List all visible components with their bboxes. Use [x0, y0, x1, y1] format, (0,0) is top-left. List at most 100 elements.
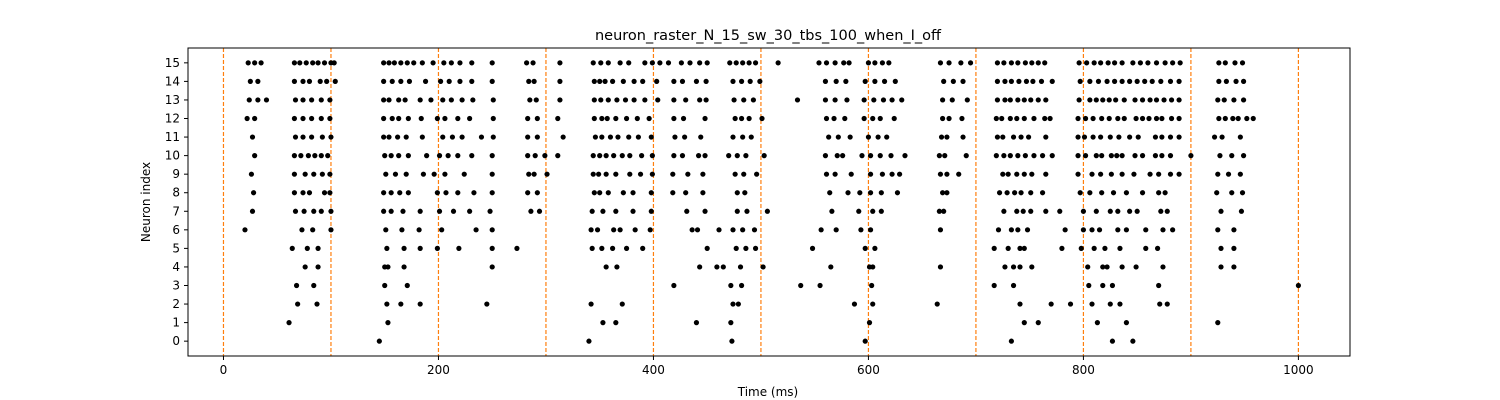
spike-point: [870, 301, 876, 307]
spike-point: [1215, 97, 1221, 103]
spike-point: [490, 134, 496, 140]
spike-point: [1087, 190, 1093, 196]
spike-point: [448, 97, 454, 103]
spike-point: [1237, 171, 1243, 177]
spike-point: [319, 171, 325, 177]
spike-point: [1110, 190, 1117, 196]
spike-point: [597, 190, 603, 196]
spike-point: [441, 60, 447, 66]
spike-point: [1156, 190, 1162, 196]
spike-point: [555, 115, 561, 122]
spike-point: [450, 208, 457, 214]
spike-point: [1295, 282, 1302, 289]
spike-point: [704, 60, 710, 66]
spike-point: [1219, 134, 1225, 140]
spike-point: [525, 190, 531, 196]
spike-point: [740, 227, 746, 233]
spike-point: [420, 171, 427, 177]
spike-point: [395, 134, 401, 140]
spike-point: [490, 97, 496, 103]
spike-point: [533, 97, 539, 103]
spike-point: [588, 301, 594, 307]
spike-point: [613, 208, 619, 214]
spike-point: [321, 190, 328, 196]
spike-point: [417, 97, 423, 103]
spike-point: [744, 208, 750, 214]
spike-point: [1014, 208, 1020, 214]
spike-point: [867, 153, 874, 159]
spike-point: [434, 190, 440, 196]
spike-point: [1162, 60, 1168, 66]
spike-point: [862, 245, 868, 251]
spike-point: [614, 97, 620, 103]
spike-point: [247, 78, 253, 84]
spike-point: [735, 301, 741, 307]
spike-point: [1057, 208, 1063, 214]
spike-point: [1089, 171, 1095, 177]
spike-point: [728, 320, 734, 326]
spike-point: [1216, 115, 1222, 122]
spike-point: [417, 208, 423, 214]
spike-point: [817, 282, 823, 289]
spike-point: [396, 153, 402, 159]
spike-point: [697, 60, 703, 66]
spike-point: [841, 60, 847, 66]
spike-point: [1031, 153, 1037, 159]
spike-point: [1176, 134, 1182, 140]
spike-point: [994, 134, 1001, 140]
spike-point: [741, 171, 747, 177]
spike-point: [703, 78, 709, 84]
spike-point: [637, 171, 644, 177]
spike-point: [1015, 97, 1021, 103]
spike-point: [591, 115, 597, 122]
spike-point: [991, 282, 997, 289]
spike-point: [1047, 115, 1053, 122]
spike-point: [383, 171, 389, 177]
spike-point: [544, 171, 550, 177]
spike-point: [865, 134, 872, 140]
spike-point: [614, 264, 620, 270]
spike-point: [1086, 282, 1092, 289]
spike-point: [1081, 134, 1088, 140]
spike-point: [405, 115, 411, 122]
spike-point: [263, 97, 270, 103]
spike-point: [1035, 60, 1041, 66]
spike-point: [1216, 60, 1222, 66]
spike-point: [1158, 208, 1164, 214]
spike-point: [848, 171, 854, 177]
spike-point: [298, 153, 304, 159]
spike-point: [642, 60, 648, 66]
spike-point: [1100, 97, 1106, 103]
spike-point: [1223, 78, 1229, 84]
spike-point: [1090, 134, 1096, 140]
y-tick-label: 0: [172, 334, 180, 348]
spike-point: [392, 171, 399, 177]
spike-point: [727, 60, 733, 66]
spike-point: [1239, 60, 1246, 66]
spike-point: [683, 97, 689, 103]
spike-point: [733, 60, 739, 66]
spike-point: [840, 153, 846, 159]
spike-point: [1102, 245, 1108, 251]
spike-point: [399, 227, 405, 233]
spike-point: [746, 115, 752, 122]
spike-point: [244, 115, 250, 122]
spike-point: [1001, 60, 1007, 66]
spike-point: [526, 78, 532, 84]
spike-point: [250, 190, 257, 196]
spike-point: [1139, 97, 1146, 103]
spike-point: [729, 338, 735, 344]
x-tick-label: 200: [427, 363, 450, 377]
spike-point: [635, 134, 641, 140]
spike-point: [949, 97, 955, 103]
spike-point: [252, 60, 258, 66]
spike-point: [403, 171, 409, 177]
spike-point: [964, 97, 970, 103]
spike-point: [1018, 190, 1024, 196]
spike-point: [489, 153, 495, 159]
spike-point: [590, 153, 596, 159]
spike-point: [292, 208, 299, 214]
spike-point: [889, 171, 895, 177]
spike-point: [526, 171, 532, 177]
